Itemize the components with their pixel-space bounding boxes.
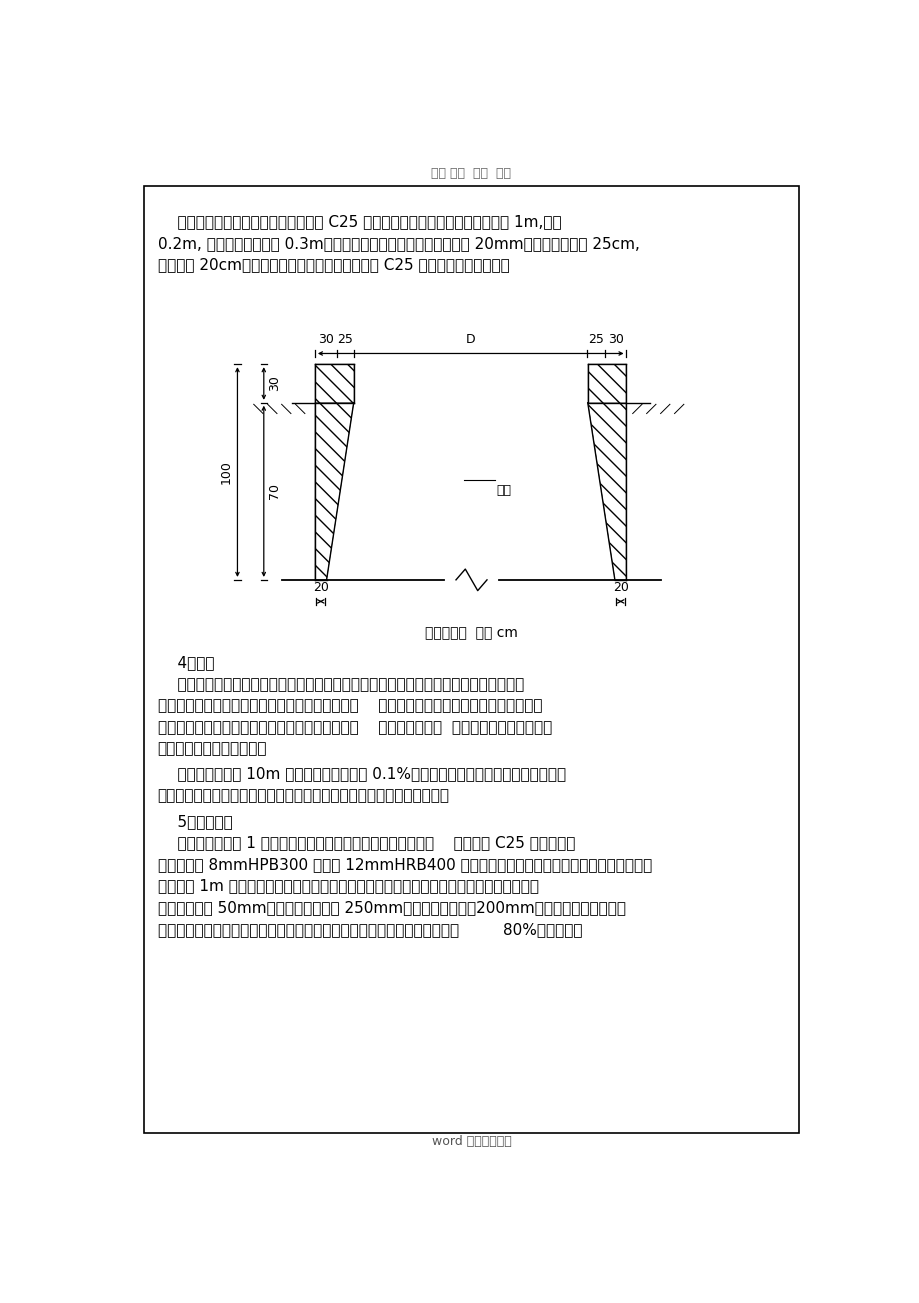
Text: word 版本整理分享: word 版本整理分享 xyxy=(431,1135,511,1148)
Text: 接长度不小于 50mm，井圈节顶部壁厚 250mm，井圈节底部壁厚200mm。其结构特点为护壁外: 接长度不小于 50mm，井圈节顶部壁厚 250mm，井圈节底部壁厚200mm。其… xyxy=(157,900,625,915)
Text: 5、护壁施工: 5、护壁施工 xyxy=(157,814,233,829)
Text: 侧为等直径圆柱，面内侧面为圆锥台。当上节护壁混凝土强度达到设计强度         80%后，可进行: 侧为等直径圆柱，面内侧面为圆锥台。当上节护壁混凝土强度达到设计强度 80%后，可… xyxy=(157,921,582,937)
Text: 25: 25 xyxy=(587,332,603,345)
Text: 口附近用通风机连接通风管将新鲜空气输送到井内，并把风管同向孔底。: 口附近用通风机连接通风管将新鲜空气输送到井内，并把风管同向孔底。 xyxy=(157,788,449,803)
Text: 100: 100 xyxy=(220,460,233,483)
Text: 底部壁厚 20cm。混凝土机械拌置或搅拌站运送。 C25 混凝土配料单附后表。: 底部壁厚 20cm。混凝土机械拌置或搅拌站运送。 C25 混凝土配料单附后表。 xyxy=(157,257,509,272)
Text: 20: 20 xyxy=(312,581,328,594)
Text: 25: 25 xyxy=(337,332,353,345)
Text: 置，自卸车集中装运弃土。: 置，自卸车集中装运弃土。 xyxy=(157,741,267,757)
Text: 70: 70 xyxy=(267,483,280,499)
Text: 30: 30 xyxy=(607,332,623,345)
Text: 孔，井上工作人员利用电动卷扬机提升吊桶出土，    吊运弃土时孔内人员与孔外人员用对讲机: 孔，井上工作人员利用电动卷扬机提升吊桶出土， 吊运弃土时孔内人员与孔外人员用对讲… xyxy=(157,698,541,714)
Text: 20: 20 xyxy=(612,581,628,594)
Text: 根据桩位线开挖锁口位置，锁口采用 C25 钢筋混凝土（钢筋布置见附图），高 1m,壁厚: 根据桩位线开挖锁口位置，锁口采用 C25 钢筋混凝土（钢筋布置见附图），高 1m… xyxy=(157,214,561,229)
Text: 时每挖深 1m 进行护壁，护壁采用内齿式护壁法（见下图），结构形式采用内八字搭接，搭: 时每挖深 1m 进行护壁，护壁采用内齿式护壁法（见下图），结构形式采用内八字搭接… xyxy=(157,878,538,894)
Text: 0.2m, 锁口应高于原地面 0.3m。锁口中心与设计轴线偏差不得大于 20mm。锁口顶部壁厚 25cm,: 0.2m, 锁口应高于原地面 0.3m。锁口中心与设计轴线偏差不得大于 20mm… xyxy=(157,236,639,250)
Text: D: D xyxy=(465,332,475,345)
Text: 锁口示意图  单位 cm: 锁口示意图 单位 cm xyxy=(425,625,517,640)
Text: 锁口: 锁口 xyxy=(495,483,511,496)
Text: 4、挖孔: 4、挖孔 xyxy=(157,655,214,670)
Text: 凝土中应配 8mmHPB300 钢筋和 12mmHRB400 钢筋，人工持小型插入式振捣棒振捣密实。挖孔: 凝土中应配 8mmHPB300 钢筋和 12mmHRB400 钢筋，人工持小型插… xyxy=(157,857,652,872)
Text: 联络，当孔内施工人员躲进铁制安全防护架内后，    才能起吊吊桶。  碴土斗车运至临时堆土位: 联络，当孔内施工人员躲进铁制安全防护架内后， 才能起吊吊桶。 碴土斗车运至临时堆… xyxy=(157,721,551,735)
Text: 30: 30 xyxy=(318,332,334,345)
Text: 30: 30 xyxy=(267,375,280,391)
Text: 当挖孔深度超过 10m 或二氧化碳含量超过 0.1%时，增加通风设备进行通风换气。在井: 当挖孔深度超过 10m 或二氧化碳含量超过 0.1%时，增加通风设备进行通风换气… xyxy=(157,766,565,782)
Text: 配备安全帽、安全绳的工作人员下至孔内，采用小铁锹、钢钎、铁铲等便携工具人力挖: 配备安全帽、安全绳的工作人员下至孔内，采用小铁锹、钢钎、铁铲等便携工具人力挖 xyxy=(157,676,523,692)
Text: 锁口每开挖桩孔 1 米深后，立即支立钢模并现浇混凝土护壁，    护壁采用 C25 混凝土，混: 锁口每开挖桩孔 1 米深后，立即支立钢模并现浇混凝土护壁， 护壁采用 C25 混… xyxy=(157,835,574,851)
Text: 范文 范例  指导  学习: 范文 范例 指导 学习 xyxy=(431,167,511,180)
